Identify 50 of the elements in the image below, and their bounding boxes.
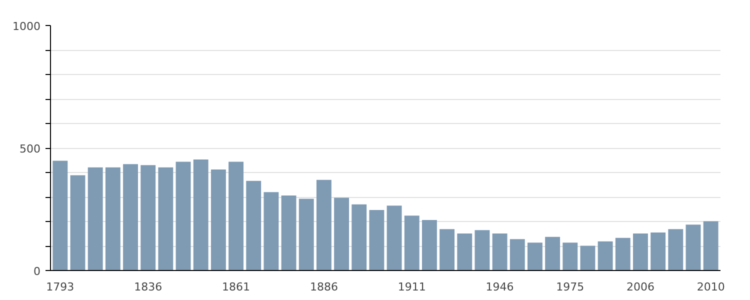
bar	[105, 167, 120, 270]
bar	[158, 167, 174, 270]
bar	[193, 160, 208, 270]
x-tick-label: 1975	[556, 280, 584, 294]
bar	[123, 164, 138, 270]
bar	[615, 238, 630, 270]
bar	[298, 198, 314, 270]
bar	[528, 242, 542, 270]
bar	[352, 204, 367, 270]
x-tick-label: 1911	[398, 280, 426, 294]
bar	[650, 232, 666, 270]
y-tick-label: 500	[20, 142, 41, 156]
bar	[316, 180, 332, 270]
bar	[545, 236, 560, 270]
bar	[562, 242, 578, 270]
x-tick-label: 1946	[486, 280, 514, 294]
y-tick-label: 0	[34, 265, 40, 278]
bar	[686, 224, 701, 270]
bar	[334, 198, 350, 270]
x-tick-label: 2010	[696, 280, 725, 294]
bar	[210, 170, 226, 270]
bar	[140, 165, 156, 270]
bar	[264, 192, 279, 270]
bar	[404, 216, 420, 270]
bar	[440, 229, 455, 270]
x-tick-label: 1886	[310, 280, 338, 294]
x-tick-label: 1793	[46, 280, 74, 294]
x-tick-label: 1836	[134, 280, 162, 294]
bar	[281, 196, 296, 270]
bar	[88, 167, 103, 270]
bar	[228, 162, 244, 270]
bar	[474, 230, 490, 270]
bar	[70, 175, 86, 270]
bar	[422, 220, 437, 270]
x-tick-label: 2006	[626, 280, 654, 294]
bar	[176, 162, 191, 270]
x-tick-label: 1861	[222, 280, 250, 294]
bar	[580, 246, 596, 270]
bar	[246, 180, 262, 270]
bar	[703, 221, 718, 270]
bar	[598, 241, 613, 270]
bar	[386, 206, 402, 270]
bar	[369, 210, 384, 270]
bar	[52, 160, 68, 270]
bar	[668, 229, 684, 270]
bar	[457, 234, 472, 270]
bar	[633, 234, 648, 270]
bar	[492, 234, 508, 270]
y-tick-label: 1000	[12, 20, 41, 33]
bar	[510, 239, 525, 270]
